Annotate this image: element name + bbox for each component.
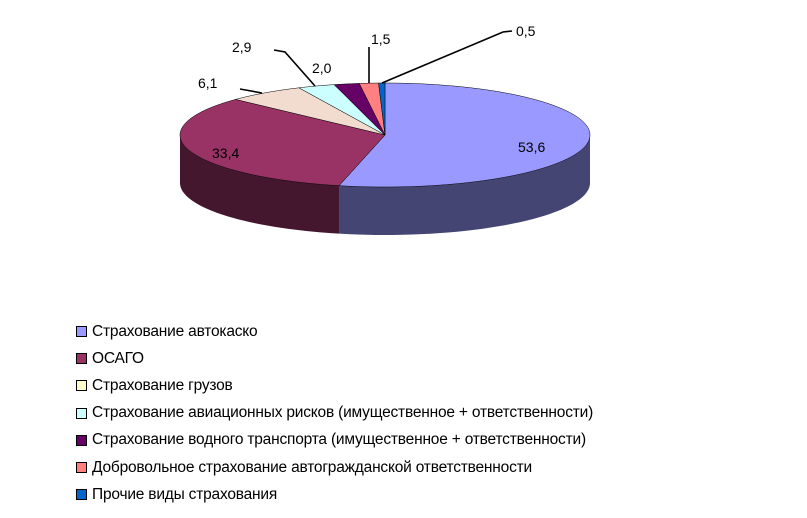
legend-label: Прочие виды страхования xyxy=(92,485,278,503)
legend-label: Добровольное страхование автогражданской… xyxy=(92,458,532,476)
data-label-2: 6,1 xyxy=(198,75,218,91)
legend-swatch xyxy=(76,434,87,446)
data-label-3: 2,9 xyxy=(232,39,252,55)
legend-swatch xyxy=(76,407,87,419)
legend-item: Страхование автокаско xyxy=(76,318,593,345)
leader-line-6 xyxy=(381,30,513,84)
data-label-4: 2,0 xyxy=(312,60,332,76)
pie-slice-6 xyxy=(378,82,386,136)
pie-slice-4 xyxy=(333,83,386,136)
leader-line-2 xyxy=(239,88,263,94)
pie-slice-3 xyxy=(298,84,386,136)
legend-item: Страхование авиационных рисков (имуществ… xyxy=(76,400,593,427)
pie-slice-2 xyxy=(235,87,386,136)
legend: Страхование автокаско ОСАГО Страхование гр… xyxy=(76,318,593,508)
legend-swatch xyxy=(76,353,87,365)
legend-label: ОСАГО xyxy=(92,349,144,367)
legend-label: Страхование авиационных рисков (имуществ… xyxy=(92,404,594,422)
legend-item: Прочие виды страхования xyxy=(76,481,593,508)
pie-side-1 xyxy=(180,135,340,234)
legend-item: Страхование грузов xyxy=(76,372,593,399)
leader-line-3 xyxy=(273,49,316,87)
legend-swatch xyxy=(76,380,87,392)
legend-swatch xyxy=(76,326,87,338)
legend-label: Страхование водного транспорта (имуществ… xyxy=(92,431,586,449)
legend-swatch xyxy=(76,489,87,501)
pie-slice-1 xyxy=(179,99,386,186)
legend-label: Страхование автокаско xyxy=(92,322,258,340)
legend-item: ОСАГО xyxy=(76,345,593,372)
legend-item: Добровольное страхование автогражданской… xyxy=(76,454,593,481)
legend-swatch xyxy=(76,462,87,474)
legend-label: Страхование грузов xyxy=(92,376,233,394)
data-label-1: 33,4 xyxy=(212,145,239,161)
legend-item: Страхование водного транспорта (имуществ… xyxy=(76,427,593,454)
data-label-6: 0,5 xyxy=(516,23,536,39)
pie-side-0 xyxy=(339,135,590,235)
data-label-5: 1,5 xyxy=(371,31,391,47)
data-label-0: 53,6 xyxy=(518,139,545,155)
pie-slice-0 xyxy=(338,82,591,188)
